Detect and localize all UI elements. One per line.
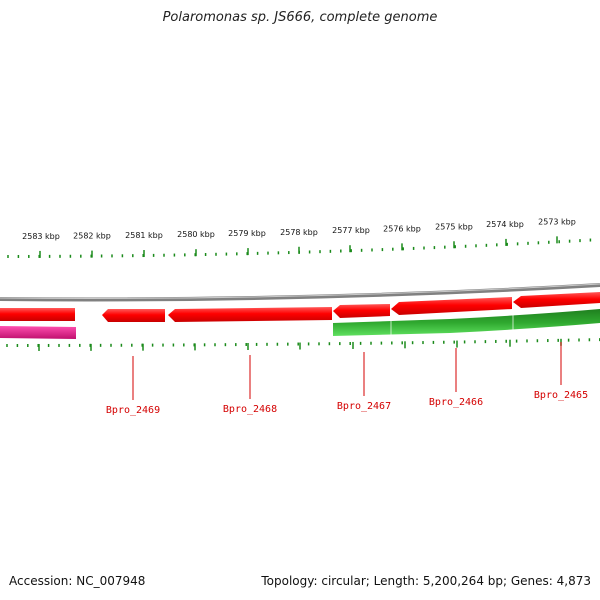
scale-label: 2583 kbp (22, 232, 60, 241)
genome-title: Polaromonas sp. JS666, complete genome (162, 10, 438, 25)
gene-bar-bpro-2468[interactable] (168, 307, 332, 322)
scale-label: 2581 kbp (125, 231, 163, 240)
scale-ticks-top (7, 236, 592, 258)
scale-labels: 2583 kbp 2582 kbp 2581 kbp 2580 kbp 2579 kbp… (22, 217, 576, 241)
gene-bar-reverse-strand[interactable] (0, 326, 76, 339)
gene-label: Bpro_2465 (534, 390, 588, 401)
gene-labels: Bpro_2469 Bpro_2468 Bpro_2467 Bpro_2466 Bpro… (106, 342, 588, 416)
green-feature-track[interactable] (333, 309, 600, 336)
genome-stats-text: Topology: circular; Length: 5,200,264 bp… (261, 574, 591, 588)
gene-label: Bpro_2466 (429, 397, 483, 408)
scale-label: 2575 kbp (435, 222, 473, 231)
gene-label: Bpro_2469 (106, 405, 160, 416)
gene-bar-bpro-2465[interactable] (513, 292, 600, 308)
scale-label: 2577 kbp (332, 226, 370, 235)
scale-label: 2580 kbp (177, 230, 215, 239)
scale-label: 2578 kbp (280, 228, 318, 237)
scale-label: 2573 kbp (538, 217, 576, 226)
scale-ticks-bottom (6, 338, 600, 351)
scale-label: 2579 kbp (228, 229, 266, 238)
gene-bar-left-edge[interactable] (0, 308, 75, 321)
scale-label: 2576 kbp (383, 224, 421, 233)
scale-label: 2574 kbp (486, 220, 524, 229)
gene-bar-bpro-2466[interactable] (391, 297, 512, 315)
gene-bar-bpro-2469[interactable] (102, 309, 165, 322)
genome-backbone (0, 283, 600, 302)
gene-bar-bpro-2467[interactable] (333, 304, 390, 318)
scale-label: 2582 kbp (73, 232, 111, 241)
gene-label: Bpro_2467 (337, 401, 391, 412)
gene-label: Bpro_2468 (223, 404, 277, 415)
genome-backbone-highlight (0, 283, 600, 299)
accession-text: Accession: NC_007948 (9, 574, 146, 588)
